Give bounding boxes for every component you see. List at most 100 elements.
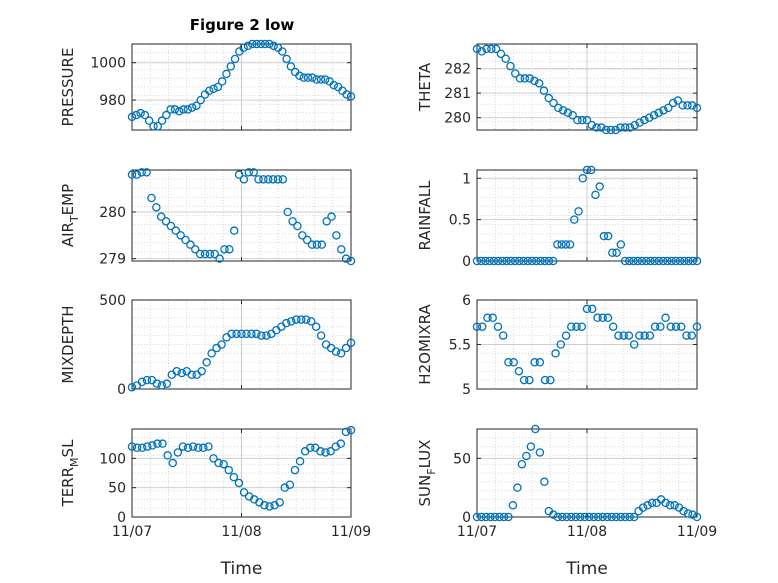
- data-point: [140, 110, 150, 120]
- data-point: [132, 170, 142, 179]
- data-point: [570, 215, 579, 224]
- data-point: [346, 425, 356, 435]
- data-point: [156, 212, 166, 221]
- data-point: [671, 322, 681, 331]
- data-point: [589, 512, 598, 522]
- data-point: [544, 256, 554, 266]
- data-point: [688, 256, 698, 266]
- data-point: [320, 75, 330, 84]
- data-point: [285, 480, 295, 489]
- panel-pressure: 980 1000 PRESSURE: [59, 39, 356, 131]
- data-point: [252, 39, 261, 49]
- data-point: [152, 203, 161, 212]
- data-point: [187, 103, 197, 112]
- figure-title: Figure 2 low: [190, 16, 295, 34]
- data-point: [170, 105, 180, 114]
- data-point: [183, 105, 193, 114]
- data-point: [162, 110, 171, 120]
- data-point: [148, 441, 157, 450]
- data-point: [252, 329, 261, 339]
- data-point: [307, 240, 317, 249]
- data-point: [644, 113, 654, 122]
- y-axis-label: PRESSURE: [59, 48, 77, 127]
- data-point: [574, 207, 583, 216]
- data-point: [477, 47, 487, 56]
- x-tick-label: 11/09: [677, 524, 717, 540]
- data-point: [567, 322, 576, 331]
- data-point: [625, 256, 634, 266]
- data-point: [476, 256, 486, 266]
- data-point: [523, 256, 533, 266]
- data-point: [332, 231, 341, 240]
- data-point: [127, 382, 137, 392]
- data-point: [173, 448, 183, 457]
- data-point: [260, 501, 269, 510]
- data-point: [515, 256, 524, 266]
- data-point: [177, 368, 187, 378]
- y-tick-label: 5.5: [449, 338, 471, 354]
- x-tick-label: 11/07: [457, 524, 497, 540]
- y-tick-label: 279: [99, 252, 126, 268]
- y-tick-label: 50: [108, 481, 126, 497]
- data-point: [283, 207, 292, 217]
- data-point: [673, 96, 683, 105]
- data-point: [257, 331, 266, 340]
- data-point: [540, 256, 549, 266]
- data-point: [668, 98, 678, 108]
- data-point: [176, 231, 185, 240]
- data-point: [220, 245, 229, 254]
- data-point: [688, 510, 697, 519]
- data-point: [268, 175, 278, 184]
- data-point: [620, 512, 630, 522]
- data-point: [606, 125, 616, 135]
- data-point: [342, 90, 351, 99]
- data-point: [625, 123, 635, 132]
- data-point: [147, 375, 157, 385]
- data-point: [311, 443, 320, 453]
- data-point: [549, 510, 558, 519]
- panel-air_temp: 279 280 AIRTEMP: [59, 168, 356, 268]
- data-point: [620, 256, 630, 266]
- data-point: [306, 443, 315, 453]
- data-point: [637, 256, 647, 266]
- data-point: [565, 240, 575, 249]
- data-point: [273, 175, 283, 184]
- data-point: [265, 502, 274, 511]
- data-point: [199, 443, 208, 453]
- data-point: [687, 331, 697, 340]
- data-point: [526, 442, 536, 451]
- data-point: [222, 69, 231, 79]
- data-point: [629, 340, 639, 349]
- data-point: [649, 111, 659, 120]
- data-point: [664, 103, 673, 113]
- data-point: [137, 377, 147, 387]
- data-point: [346, 92, 356, 101]
- data-point: [477, 512, 486, 522]
- data-point: [567, 512, 576, 522]
- data-point: [677, 322, 686, 331]
- data-point: [237, 329, 246, 339]
- data-point: [321, 448, 330, 457]
- data-point: [633, 256, 643, 266]
- data-point: [346, 338, 356, 347]
- data-point: [558, 106, 568, 115]
- data-point: [593, 512, 603, 522]
- y-tick-label: 6: [462, 293, 471, 309]
- data-point: [316, 75, 326, 84]
- panel-theta: 280 281 282 THETA: [416, 43, 702, 135]
- data-point: [477, 322, 487, 331]
- data-point: [127, 112, 137, 122]
- data-point: [205, 86, 214, 95]
- data-point: [562, 512, 572, 522]
- data-point: [527, 256, 537, 266]
- data-point: [587, 304, 597, 314]
- data-point: [247, 39, 257, 49]
- data-point: [582, 115, 592, 125]
- data-point: [577, 322, 587, 331]
- data-point: [491, 44, 501, 54]
- data-point: [193, 443, 203, 453]
- data-point: [295, 457, 305, 466]
- y-tick-label: 280: [99, 205, 126, 221]
- data-point: [635, 118, 644, 127]
- data-point: [212, 343, 221, 353]
